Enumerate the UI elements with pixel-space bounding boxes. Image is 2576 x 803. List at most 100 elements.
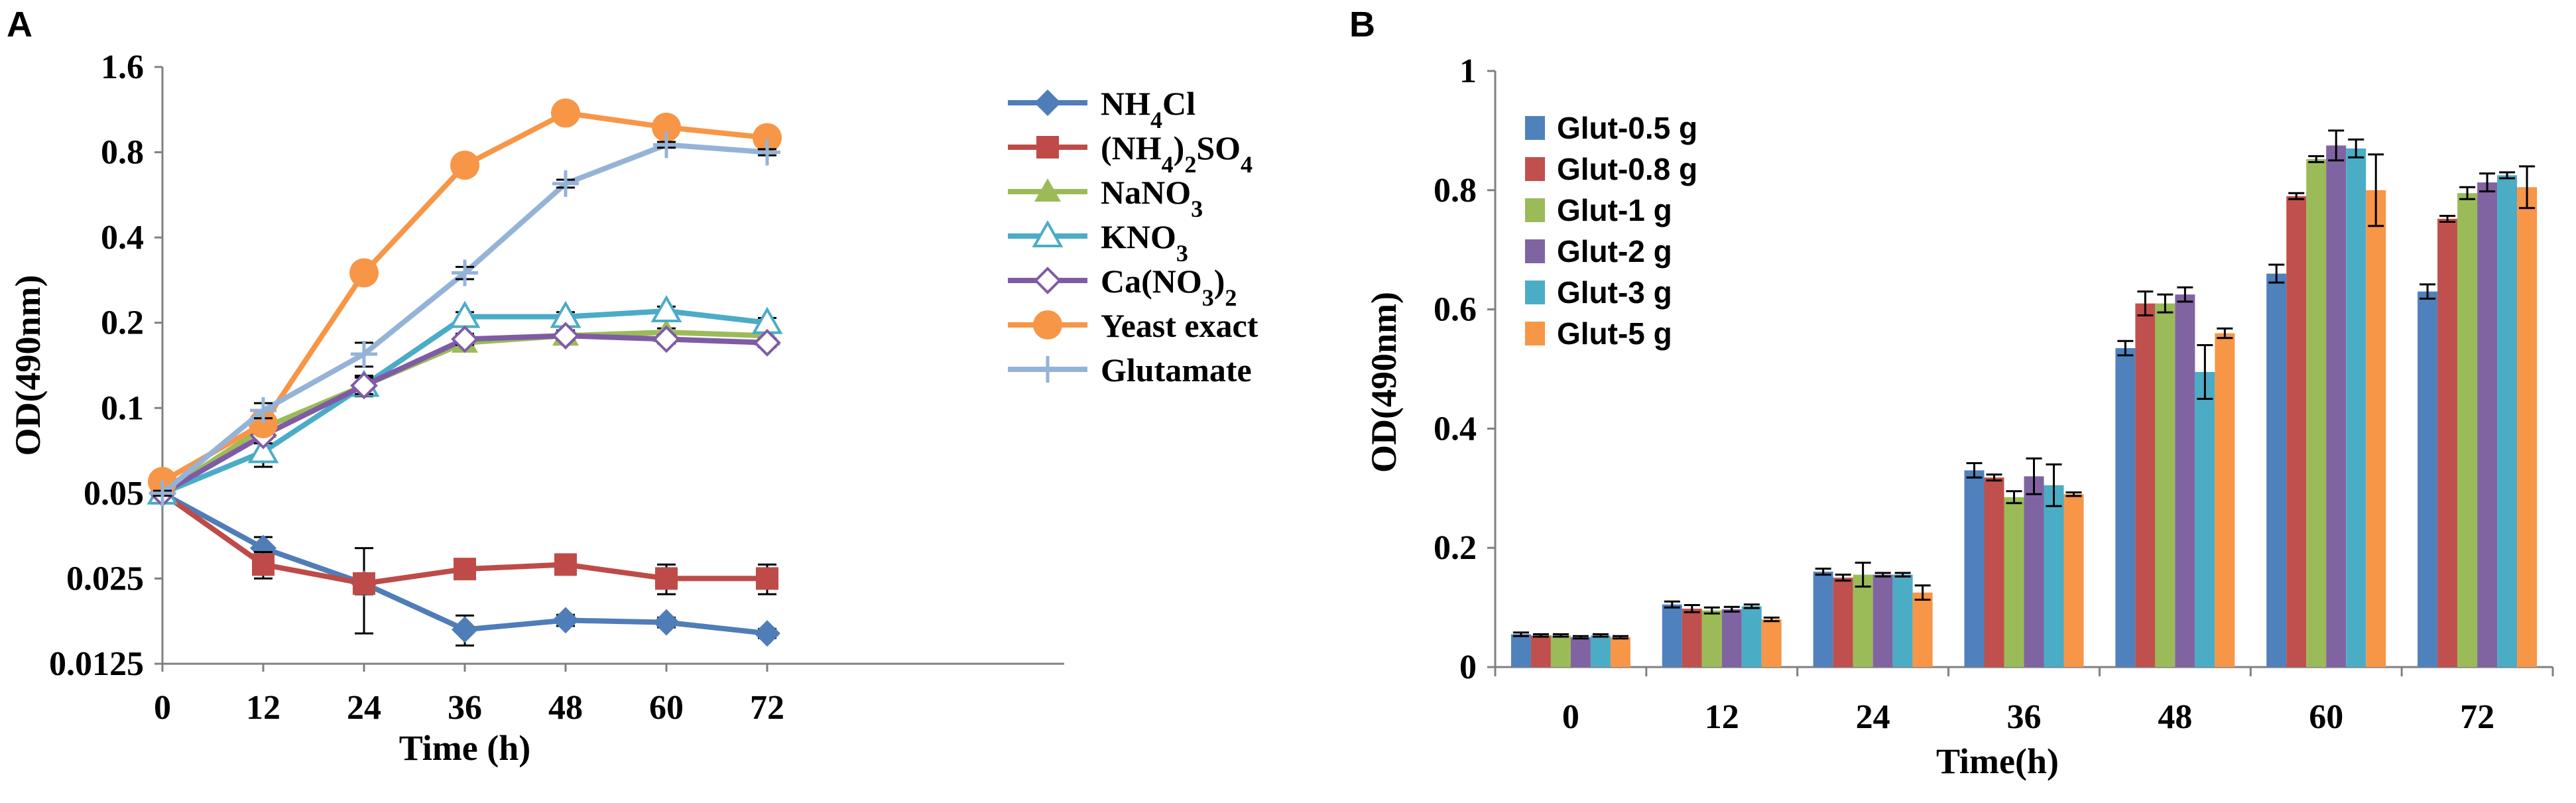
legend-label: Yeast exact [1101,307,1258,344]
legend-entry: KNO3 [1008,218,1188,267]
bar [2135,303,2156,667]
bar [1530,635,1551,667]
error-bar [1743,603,1760,609]
bar [2024,476,2044,667]
error-bar [1703,606,1720,615]
series-glut-5-g [1610,153,2538,667]
error-bar [2197,344,2213,400]
series-glut-1-g [1550,155,2478,667]
legend-subscript: 3 [1176,240,1188,267]
open-diamond-marker [552,322,580,350]
legend-label: Glut-3 g [1557,275,1672,310]
open-triangle-marker [650,295,682,323]
legend-swatch [1525,198,1545,222]
plus-marker [552,170,579,197]
legend-label: Glut-1 g [1557,193,1672,227]
panel-b-y-axis-title: OD(490nm) [1364,292,1404,473]
legend-entry: Glut-2 g [1525,234,1672,269]
square-marker [353,572,375,595]
bar [1964,470,1985,667]
square-marker [554,553,577,576]
panel-a-x-tick-label: 0 [154,689,171,727]
open-diamond-marker [451,325,479,353]
error-bar [1874,572,1891,578]
error-bar [2157,293,2174,314]
open-triangle-marker [247,436,279,463]
error-bar [1723,605,1740,613]
error-bar [2117,340,2134,357]
legend-subscript: 3 [1191,196,1203,222]
error-bar [2065,491,2082,497]
circle-marker [753,123,782,153]
bar [2437,218,2458,667]
diamond-marker [552,607,579,634]
panel-b-x-tick-label: 72 [2460,698,2494,736]
bar [2418,291,2438,667]
legend-entry: Glutamate [1008,351,1252,389]
series-line [160,330,768,496]
bar [1833,578,1853,667]
legend-label: Glut-0.5 g [1557,111,1697,145]
legend-text: ) [1214,263,1225,300]
error-bar [1552,633,1569,638]
legend-label: Glut-5 g [1557,316,1672,351]
plus-marker [452,259,478,286]
bar [2457,193,2478,667]
error-bar [2439,214,2456,223]
series-nh4cl [149,479,780,647]
bar [1610,637,1630,667]
error-bar [2177,286,2193,303]
panel-a-x-tick-label: 60 [649,689,684,727]
bar [1570,637,1591,667]
series-yeast-exact [148,98,782,497]
legend-entry: Glut-1 g [1525,193,1672,227]
error-bar [1986,473,2002,482]
series-ca-no3-2 [149,322,781,507]
legend-subscript: 4 [1162,151,1174,178]
error-bar [1763,616,1780,623]
panel-b-x-tick-label: 0 [1562,698,1579,736]
bar [1701,610,1722,667]
circle-marker [450,151,479,180]
legend-swatch [1525,157,1545,181]
legend-label: (NH4)2SO4 [1101,129,1253,178]
error-bar [2459,186,2476,200]
error-bar [1664,600,1680,609]
error-bar [2046,463,2062,507]
bar [1912,592,1933,667]
error-bar [1572,635,1589,640]
bar [2004,497,2024,667]
bar [1813,572,1833,667]
panel-b-y-tick-label: 1 [1459,52,1477,90]
circle-marker [1033,310,1062,340]
error-bar [2328,129,2345,162]
panel-a-y-tick-label: 0.025 [66,560,144,597]
error-bar [1612,635,1628,640]
legend-entry: (NH4)2SO4 [1008,129,1253,178]
bar [1761,619,1782,667]
series-glutamate [149,131,780,507]
bar [2175,294,2195,667]
panel-a-y-tick-label: 0.1 [101,389,144,427]
bar [1682,608,1702,667]
square-marker [655,567,678,590]
panel-a-x-tick-label: 48 [548,689,583,727]
bar [2044,485,2064,667]
legend-entry: Glut-5 g [1525,316,1672,351]
circle-marker [551,98,580,128]
panel-a-x-tick-label: 36 [448,689,482,727]
legend-text: KNO [1101,218,1176,255]
legend-entry: Glut-0.8 g [1525,152,1697,186]
legend-entry: NH4Cl [1008,85,1196,133]
bar [1662,604,1682,667]
error-bar [1966,462,1983,479]
error-bar [1815,568,1831,576]
bar [2266,273,2287,667]
panel-a-y-tick-label: 0.05 [84,475,144,513]
legend-text: Cl [1162,85,1196,122]
bar [1741,606,1762,667]
bar [2517,187,2538,667]
error-bar [2519,165,2536,210]
bar [1984,477,2004,667]
